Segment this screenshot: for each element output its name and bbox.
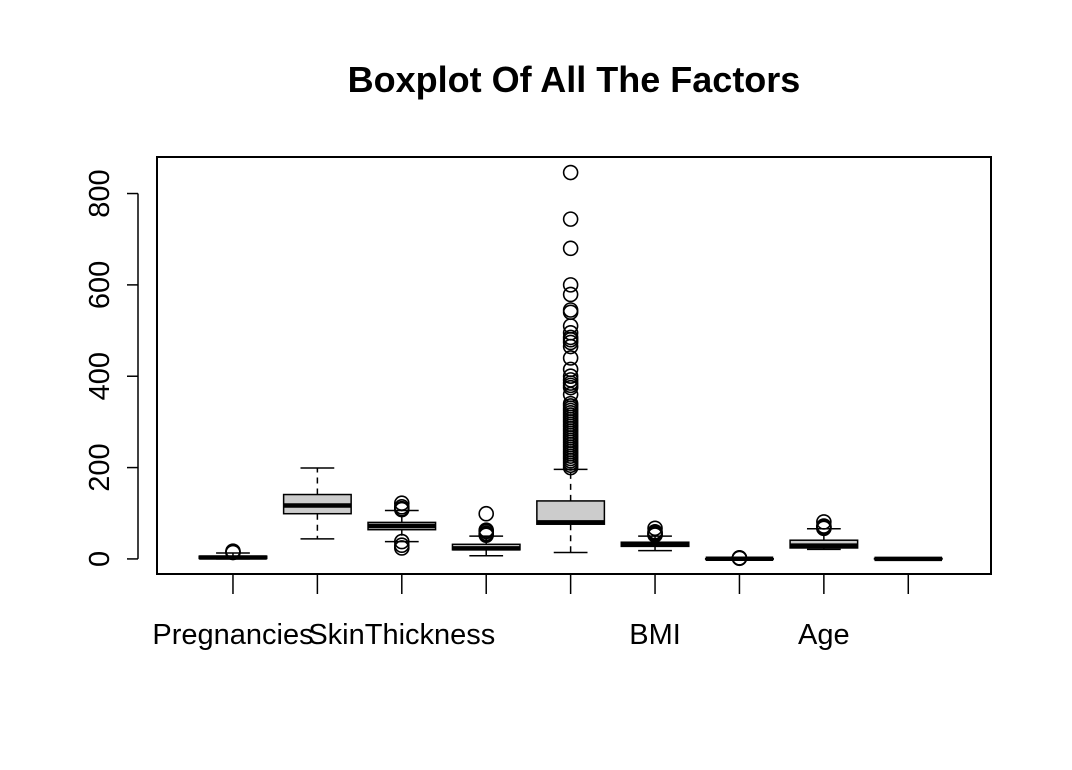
outlier-point — [562, 329, 579, 346]
outlier-point — [562, 302, 579, 318]
outlier-point — [393, 533, 410, 550]
outlier-point — [393, 499, 410, 515]
outlier-point — [731, 550, 748, 566]
box-group — [367, 495, 437, 556]
outlier-point — [393, 495, 410, 512]
box-group — [873, 556, 943, 562]
y-tick-label: 200 — [84, 443, 116, 491]
box-group — [789, 514, 859, 551]
x-tick-label: Age — [798, 619, 850, 651]
y-tick-label: 400 — [84, 352, 116, 400]
outlier-point — [478, 522, 495, 538]
outlier-point — [816, 514, 832, 530]
box-group — [536, 164, 606, 554]
outlier-point — [562, 350, 579, 366]
outlier-point — [393, 537, 410, 554]
outlier-point — [562, 211, 579, 227]
box-group — [198, 543, 268, 561]
plot-frame — [156, 156, 992, 575]
outlier-point — [562, 395, 579, 412]
y-tick-label: 800 — [84, 169, 116, 217]
outlier-point — [562, 325, 579, 341]
outlier-point — [562, 372, 579, 388]
y-tick-label: 0 — [84, 551, 116, 567]
outlier-point — [816, 518, 832, 534]
outlier-point — [562, 164, 579, 181]
y-axis: 0 200 400 600 800 — [84, 169, 139, 567]
outlier-point — [562, 240, 579, 257]
box-group — [704, 550, 774, 567]
boxes-layer — [198, 164, 943, 567]
y-tick-label: 600 — [84, 261, 116, 309]
box-group — [620, 520, 690, 552]
outlier-point — [562, 286, 579, 303]
outlier-point — [562, 368, 579, 385]
x-tick-label: SkinThickness — [308, 619, 495, 651]
outlier-point — [562, 361, 579, 378]
outlier-point — [562, 277, 579, 293]
outlier-point — [478, 505, 495, 522]
box-group — [282, 467, 352, 540]
outlier-point — [647, 523, 663, 540]
x-tick-label: Pregnancies — [152, 619, 313, 651]
outlier-point — [647, 520, 663, 537]
box-group — [451, 505, 521, 557]
outlier-point — [225, 543, 241, 559]
x-tick-label: BMI — [629, 619, 681, 651]
chart-title: Boxplot Of All The Factors — [348, 59, 801, 100]
